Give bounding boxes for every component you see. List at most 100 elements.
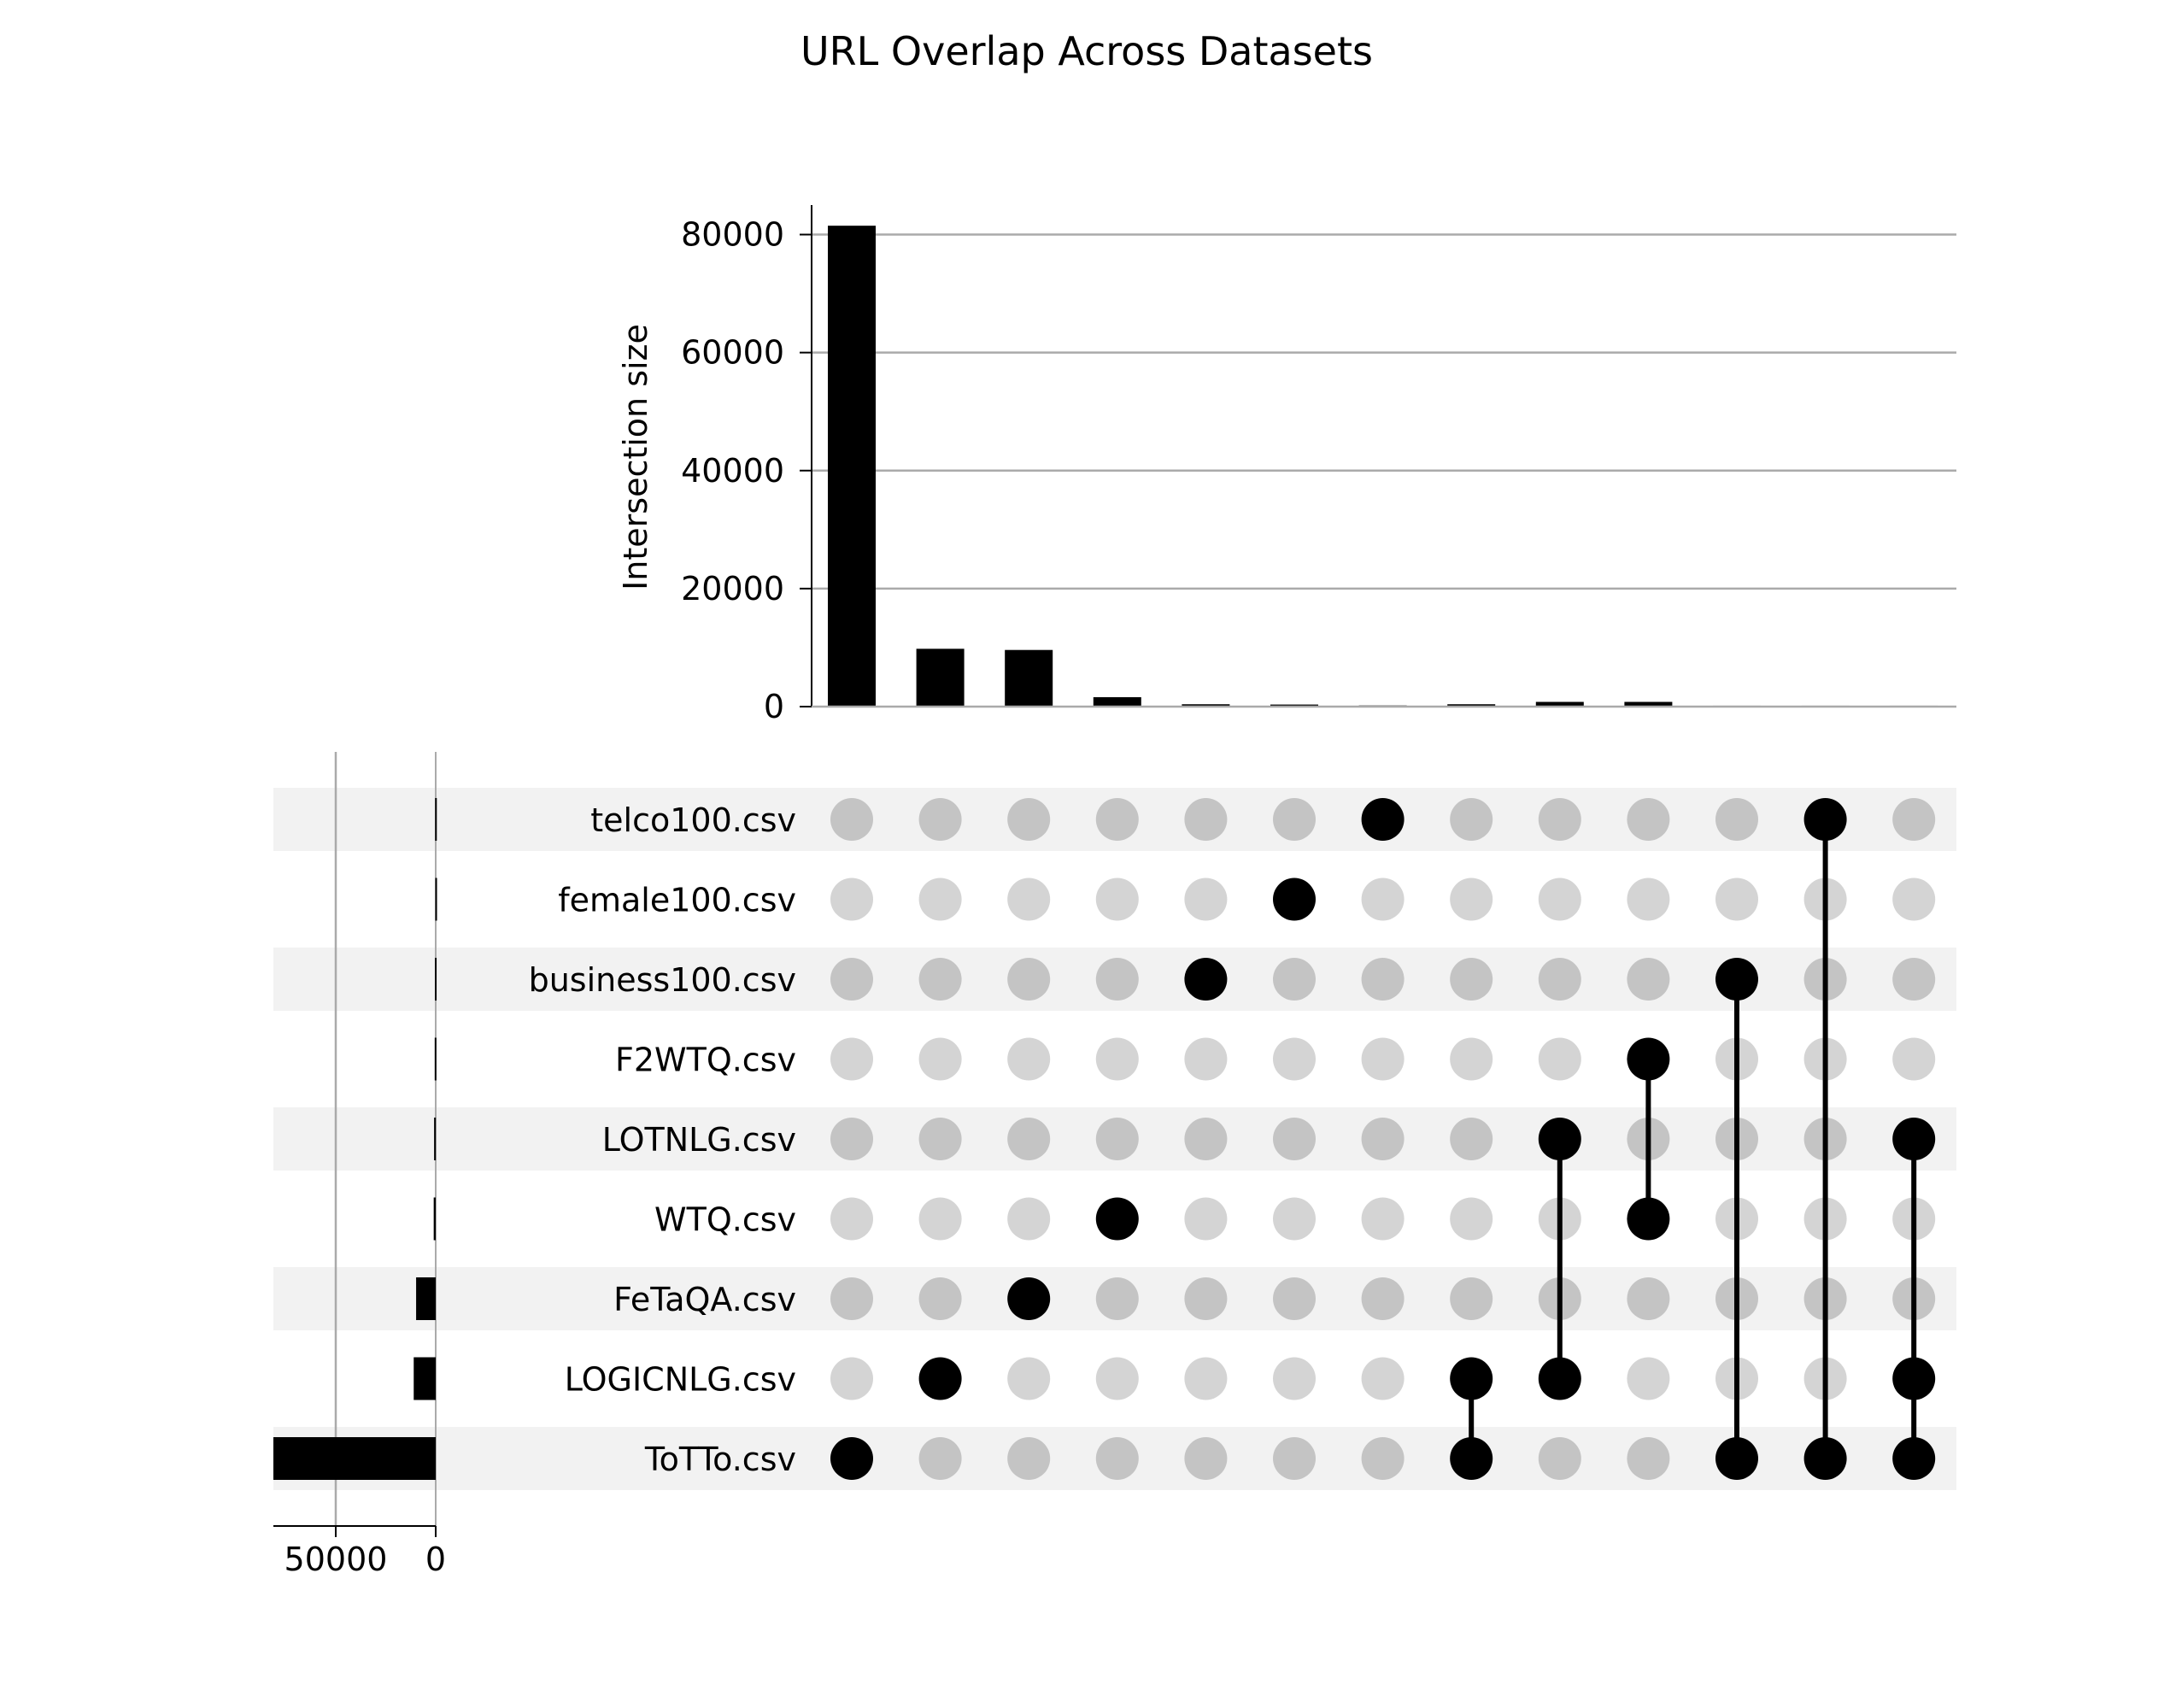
matrix-dot-inactive bbox=[830, 1357, 873, 1400]
matrix-dot-inactive bbox=[918, 798, 962, 841]
matrix-dot-inactive bbox=[1007, 877, 1051, 921]
matrix-dot-inactive bbox=[1273, 1197, 1316, 1241]
intersection-matrix bbox=[830, 798, 1936, 1480]
matrix-dot-inactive bbox=[1627, 1437, 1670, 1480]
intersection-bar bbox=[1624, 701, 1673, 707]
set-size-tick-label: 0 bbox=[425, 1541, 446, 1578]
matrix-dot-inactive bbox=[1273, 798, 1316, 841]
matrix-dot-inactive bbox=[1361, 1357, 1405, 1400]
matrix-dot-inactive bbox=[1361, 1437, 1405, 1480]
y-tick-label: 40000 bbox=[681, 452, 784, 490]
matrix-dot-inactive bbox=[1273, 1118, 1316, 1160]
set-label-female100-csv: female100.csv bbox=[558, 882, 796, 919]
set-label-fetaqa-csv: FeTaQA.csv bbox=[613, 1281, 796, 1318]
matrix-dot-active bbox=[1273, 877, 1316, 921]
matrix-dot-inactive bbox=[1273, 1357, 1316, 1400]
matrix-dot-active bbox=[1184, 958, 1228, 1001]
matrix-dot-inactive bbox=[918, 1118, 962, 1160]
matrix-dot-inactive bbox=[1273, 1277, 1316, 1320]
matrix-dot-active bbox=[1361, 798, 1405, 841]
intersection-bar bbox=[1535, 701, 1584, 707]
set-label-lotnlg-csv: LOTNLG.csv bbox=[602, 1121, 796, 1159]
matrix-dot-inactive bbox=[1361, 877, 1405, 921]
matrix-dot-active bbox=[1715, 1437, 1758, 1480]
matrix-dot-inactive bbox=[1007, 1197, 1051, 1241]
set-size-bar-wtq-csv bbox=[433, 1197, 436, 1241]
matrix-dot-inactive bbox=[1007, 958, 1051, 1001]
intersection-bar bbox=[1182, 704, 1230, 707]
set-labels: telco100.csv female100.csv business100.csv… bbox=[529, 801, 796, 1478]
matrix-dot-inactive bbox=[1627, 798, 1670, 841]
matrix-dot-inactive bbox=[1627, 1277, 1670, 1320]
matrix-dot-inactive bbox=[918, 1277, 962, 1320]
matrix-dot-inactive bbox=[1007, 1118, 1051, 1160]
matrix-dot-inactive bbox=[1361, 958, 1405, 1001]
matrix-dot-inactive bbox=[1892, 958, 1936, 1001]
matrix-dot-active bbox=[1892, 1437, 1936, 1480]
matrix-dot-inactive bbox=[1538, 1437, 1581, 1480]
matrix-dot-inactive bbox=[1361, 1197, 1405, 1241]
matrix-dot-active bbox=[1095, 1197, 1139, 1241]
matrix-dot-inactive bbox=[1450, 798, 1493, 841]
matrix-dot-active bbox=[1450, 1357, 1493, 1400]
y-tick-label: 20000 bbox=[681, 570, 784, 607]
matrix-dot-active bbox=[918, 1357, 962, 1400]
matrix-dot-inactive bbox=[1450, 1197, 1493, 1241]
matrix-dot-inactive bbox=[1095, 798, 1139, 841]
matrix-dot-inactive bbox=[1095, 958, 1139, 1001]
set-size-bar-f2wtq-csv bbox=[434, 1037, 437, 1081]
matrix-dot-inactive bbox=[1184, 1277, 1228, 1320]
matrix-dot-inactive bbox=[1184, 1357, 1228, 1400]
matrix-dot-inactive bbox=[1450, 1118, 1493, 1160]
matrix-dot-inactive bbox=[1095, 1037, 1139, 1081]
intersection-axis: 0 20000 40000 60000 80000 bbox=[681, 205, 1956, 725]
set-label-business100-csv: business100.csv bbox=[529, 961, 796, 999]
matrix-dot-inactive bbox=[918, 877, 962, 921]
matrix-dot-inactive bbox=[830, 798, 873, 841]
matrix-dot-inactive bbox=[1892, 877, 1936, 921]
intersection-bar bbox=[1005, 649, 1053, 707]
set-label-wtq-csv: WTQ.csv bbox=[654, 1201, 796, 1239]
matrix-dot-inactive bbox=[1095, 1118, 1139, 1160]
matrix-dot-inactive bbox=[1184, 877, 1228, 921]
matrix-dot-inactive bbox=[1450, 1037, 1493, 1081]
matrix-dot-inactive bbox=[1095, 1357, 1139, 1400]
matrix-dot-active bbox=[1803, 1437, 1847, 1480]
matrix-dot-active bbox=[1538, 1118, 1581, 1160]
set-label-totto-csv: ToTTo.csv bbox=[644, 1441, 796, 1478]
matrix-dot-inactive bbox=[830, 1037, 873, 1081]
matrix-dot-active bbox=[1007, 1277, 1051, 1320]
set-size-bar-business100-csv bbox=[435, 958, 437, 1001]
intersection-bar bbox=[1093, 696, 1141, 707]
matrix-dot-inactive bbox=[830, 958, 873, 1001]
matrix-dot-active bbox=[1450, 1437, 1493, 1480]
matrix-dot-inactive bbox=[1892, 1037, 1936, 1081]
matrix-dot-inactive bbox=[1095, 877, 1139, 921]
matrix-dot-inactive bbox=[1450, 877, 1493, 921]
matrix-dot-inactive bbox=[1273, 1437, 1316, 1480]
matrix-dot-active bbox=[1803, 798, 1847, 841]
matrix-dot-active bbox=[830, 1437, 873, 1480]
matrix-dot-inactive bbox=[1184, 798, 1228, 841]
set-size-chart: 50000 0 bbox=[273, 752, 446, 1578]
matrix-dot-inactive bbox=[1627, 877, 1670, 921]
matrix-dot-inactive bbox=[830, 1118, 873, 1160]
matrix-dot-inactive bbox=[918, 1197, 962, 1241]
matrix-dot-inactive bbox=[1184, 1037, 1228, 1081]
set-size-bar-lotnlg-csv bbox=[434, 1118, 437, 1160]
matrix-dot-inactive bbox=[1273, 1037, 1316, 1081]
matrix-dot-active bbox=[1627, 1197, 1670, 1241]
matrix-dot-inactive bbox=[1095, 1437, 1139, 1480]
matrix-dot-active bbox=[1892, 1118, 1936, 1160]
set-size-bar-logicnlg-csv bbox=[413, 1357, 436, 1400]
matrix-dot-inactive bbox=[830, 877, 873, 921]
matrix-dot-active bbox=[1627, 1037, 1670, 1081]
set-size-bar-totto-csv bbox=[273, 1437, 436, 1480]
matrix-dot-inactive bbox=[1361, 1037, 1405, 1081]
y-tick-label: 60000 bbox=[681, 334, 784, 372]
matrix-dot-inactive bbox=[1538, 877, 1581, 921]
matrix-dot-inactive bbox=[1007, 1037, 1051, 1081]
matrix-dot-inactive bbox=[1361, 1118, 1405, 1160]
matrix-dot-inactive bbox=[1184, 1437, 1228, 1480]
